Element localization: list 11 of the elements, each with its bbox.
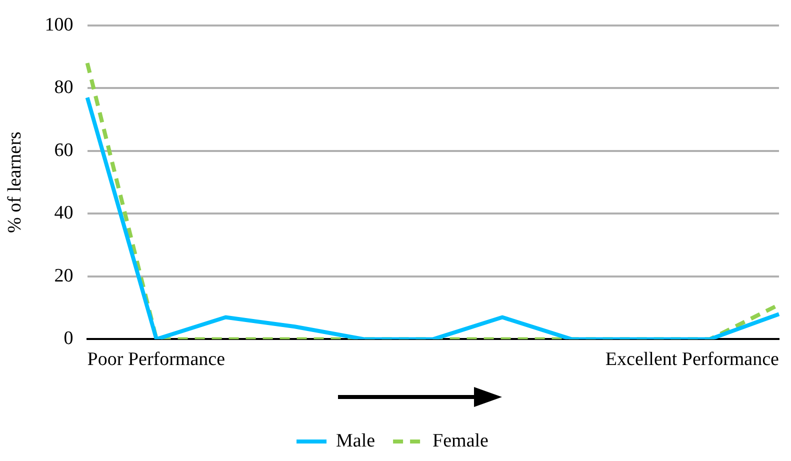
y-tick-label: 40 (54, 202, 74, 224)
y-tick-label: 80 (54, 77, 74, 98)
y-tick-label: 0 (64, 328, 74, 350)
y-axis-title: % of learners (4, 132, 26, 233)
text: Excellent Performance (605, 349, 779, 370)
y-tick-label: 100 (44, 14, 74, 36)
legend-label: Female (432, 430, 488, 452)
text: Poor Performance (87, 349, 226, 370)
y-tick-label: 20 (54, 265, 74, 286)
legend-label: Male (336, 430, 376, 452)
y-tick-label: 60 (54, 140, 74, 161)
